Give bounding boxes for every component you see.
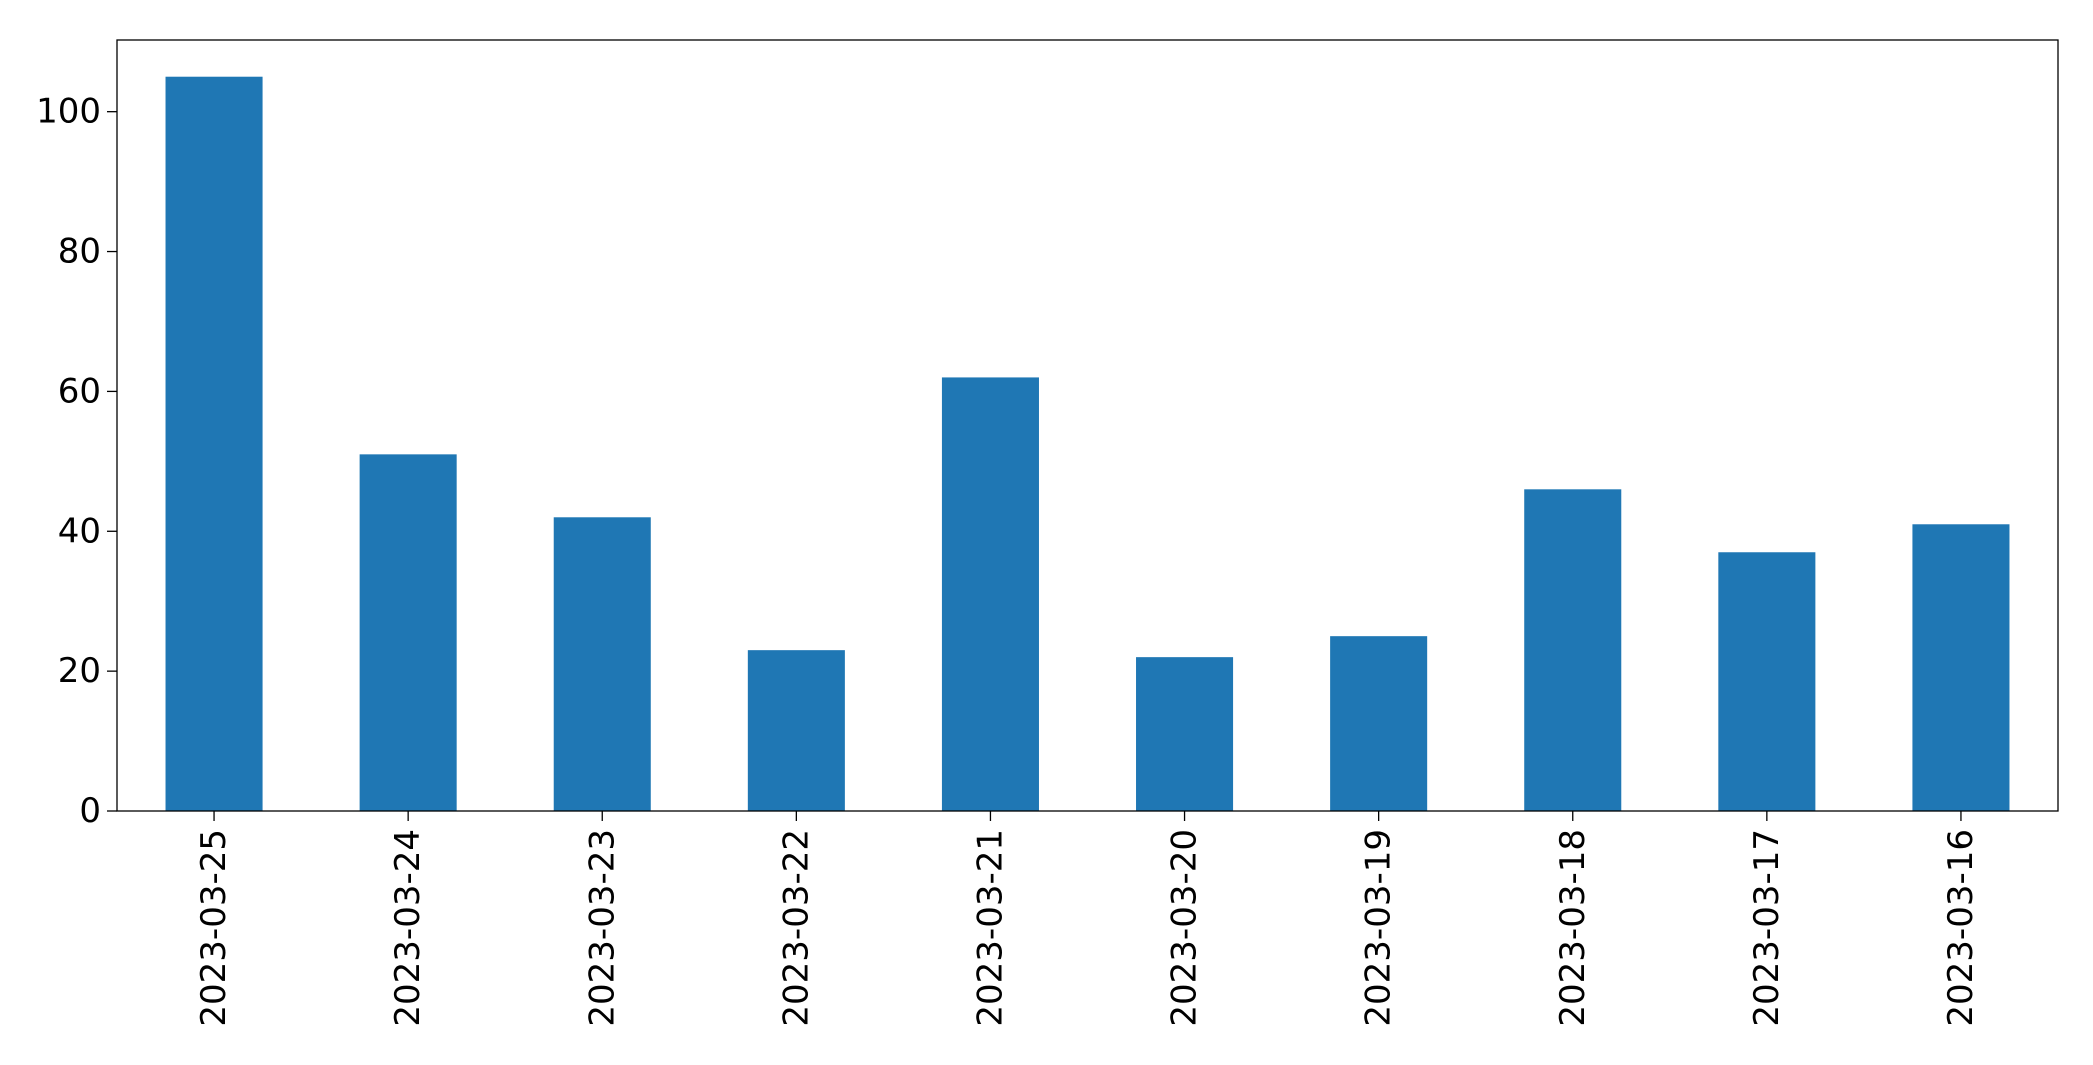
bar-2023-03-19 <box>1330 636 1428 811</box>
y-tick-label: 60 <box>58 371 101 411</box>
bar-2023-03-16 <box>1912 524 2010 811</box>
bar-2023-03-25 <box>165 76 263 811</box>
y-tick-label: 20 <box>58 651 101 691</box>
x-tick-label: 2023-03-16 <box>1941 829 1981 1027</box>
x-tick-label: 2023-03-22 <box>776 829 816 1027</box>
x-tick-label: 2023-03-24 <box>388 829 428 1027</box>
bar-2023-03-18 <box>1524 489 1622 811</box>
bar-2023-03-23 <box>553 517 651 811</box>
y-tick-label: 100 <box>36 92 101 132</box>
x-tick-label: 2023-03-19 <box>1359 829 1399 1027</box>
x-tick-label: 2023-03-21 <box>970 829 1010 1027</box>
bar-2023-03-24 <box>359 454 457 811</box>
x-axis: 2023-03-25 2023-03-24 2023-03-23 2023-03-22… <box>194 811 1981 1027</box>
y-tick-label: 80 <box>58 232 101 272</box>
bars-group <box>165 76 2010 811</box>
x-tick-label: 2023-03-17 <box>1747 829 1787 1027</box>
y-tick-label: 40 <box>58 511 101 551</box>
plot-frame <box>116 39 2059 812</box>
y-tick-label: 0 <box>79 791 101 831</box>
bar-2023-03-20 <box>1136 657 1234 811</box>
x-tick-label: 2023-03-23 <box>582 829 622 1027</box>
x-tick-label: 2023-03-25 <box>194 829 234 1027</box>
bar-2023-03-22 <box>747 650 845 811</box>
bar-2023-03-21 <box>941 377 1039 811</box>
y-axis: 0 20 40 60 80 100 <box>36 92 117 831</box>
bar-2023-03-17 <box>1718 552 1816 811</box>
x-tick-label: 2023-03-18 <box>1553 829 1593 1027</box>
x-tick-label: 2023-03-20 <box>1165 829 1205 1027</box>
